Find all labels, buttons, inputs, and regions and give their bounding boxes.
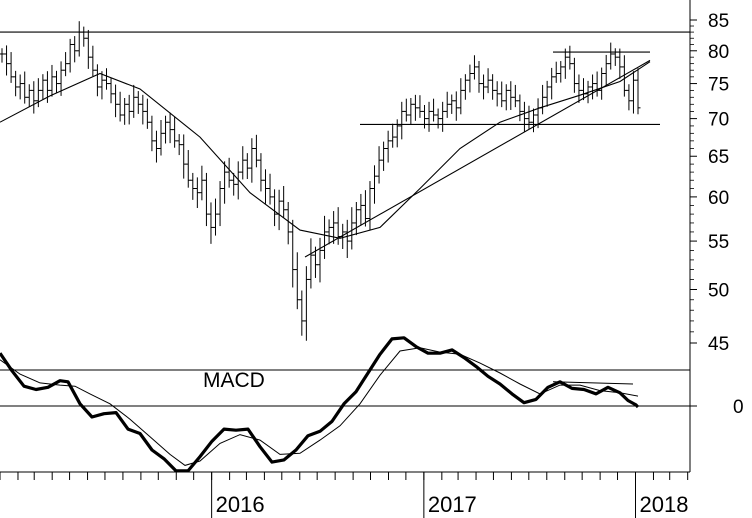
- x-ticks: 2016 2017 2018: [0, 472, 688, 518]
- x-axis: 2016 2017 2018: [0, 471, 690, 518]
- macd-line: [0, 336, 640, 473]
- macd-trendline: [552, 381, 634, 385]
- y-tick-label-55: 55: [708, 232, 729, 253]
- macd-trendline-resistance: [552, 381, 634, 385]
- price-bar: [635, 68, 641, 115]
- moving-average-line: [0, 61, 651, 239]
- x-tick-label-2016: 2016: [216, 492, 265, 517]
- price-panel: [0, 21, 690, 341]
- y-tick-label-60: 60: [708, 188, 729, 209]
- price-bars: [0, 21, 641, 341]
- y-tick-label-50: 50: [708, 280, 729, 301]
- y-tick-label-75: 75: [708, 75, 729, 96]
- y-ticks: 45 50 55 60 65 70 75 80 85: [690, 11, 729, 407]
- macd-label: MACD: [203, 369, 265, 392]
- y-tick-label-45: 45: [708, 334, 729, 355]
- macd-zero-tick-label: 0: [733, 397, 744, 418]
- macd-signal-line: [0, 347, 639, 466]
- y-tick-label-70: 70: [708, 110, 729, 131]
- y-tick-label-65: 65: [708, 147, 729, 168]
- macd-panel: MACD: [0, 336, 690, 473]
- y-tick-label-80: 80: [708, 42, 729, 63]
- x-tick-label-2017: 2017: [428, 492, 477, 517]
- y-tick-label-85: 85: [708, 11, 729, 32]
- x-tick-label-2018: 2018: [639, 492, 688, 517]
- y-axis: 45 50 55 60 65 70 75 80 85 0: [689, 0, 744, 472]
